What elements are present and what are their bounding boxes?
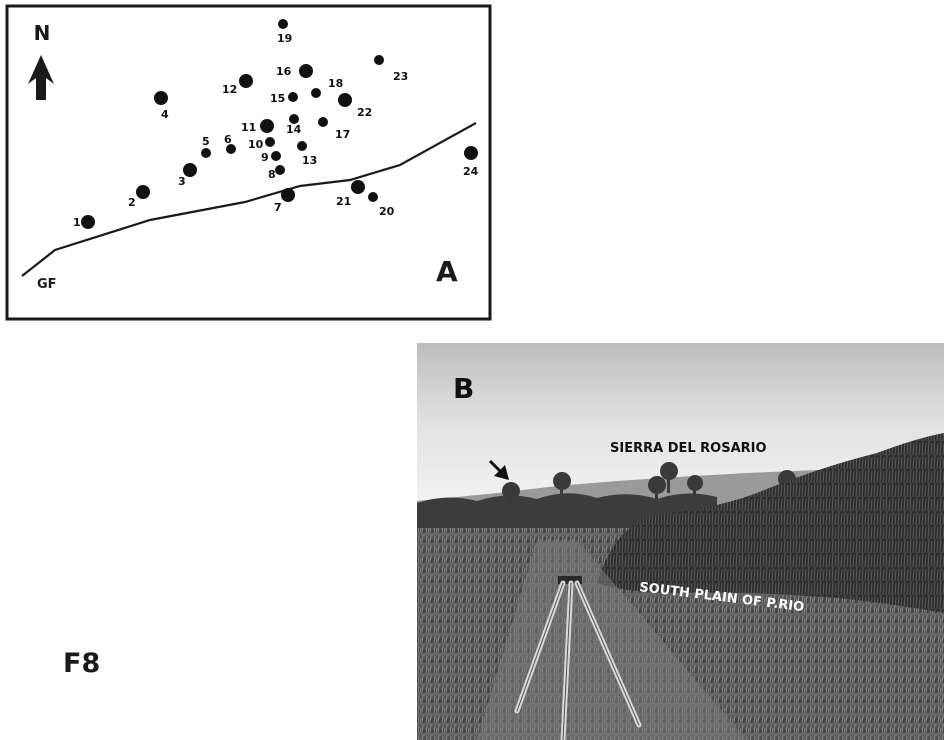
site-marker <box>183 163 197 177</box>
figure-label: F8 <box>63 648 101 679</box>
site-label: 12 <box>222 83 237 96</box>
site-marker <box>226 144 236 154</box>
mountain-label: SIERRA DEL ROSARIO <box>610 441 767 456</box>
site-marker <box>271 151 281 161</box>
site-label: 21 <box>336 195 351 208</box>
site-marker <box>136 185 150 199</box>
site-marker <box>81 215 95 229</box>
site-marker <box>299 64 313 78</box>
tripod <box>514 576 642 740</box>
site-label: 22 <box>357 106 372 119</box>
site-marker <box>239 74 253 88</box>
site-marker <box>281 188 295 202</box>
site-label: 23 <box>393 70 408 83</box>
site-label: 3 <box>178 175 186 188</box>
site-marker <box>351 180 365 194</box>
site-label: 17 <box>335 128 350 141</box>
site-marker <box>338 93 352 107</box>
field-photo-panel: B SIERRA DEL ROSARIO SOUTH PLAIN OF P.RI… <box>417 343 944 740</box>
site-label: 16 <box>276 65 292 78</box>
site-label: 7 <box>274 201 282 214</box>
site-label: 14 <box>286 123 302 136</box>
site-label: 15 <box>270 92 285 105</box>
map-frame <box>5 4 492 321</box>
site-marker <box>289 114 299 124</box>
site-marker <box>374 55 384 65</box>
site-marker <box>154 91 168 105</box>
north-label: N <box>34 21 51 45</box>
arrow-indicator-icon <box>488 459 509 480</box>
site-label: 18 <box>328 77 343 90</box>
site-label: 13 <box>302 154 317 167</box>
site-label: 10 <box>248 138 264 151</box>
panel-a-letter: A <box>436 255 458 288</box>
site-marker <box>464 146 478 160</box>
palm-trees <box>502 462 796 505</box>
fault-label: GF <box>37 277 57 292</box>
site-label: 2 <box>128 196 136 209</box>
site-label: 19 <box>277 32 292 45</box>
site-marker <box>311 88 321 98</box>
site-marker <box>297 141 307 151</box>
site-marker <box>201 148 211 158</box>
site-label: 20 <box>379 205 395 218</box>
site-marker <box>318 117 328 127</box>
site-marker <box>265 137 275 147</box>
site-label: 8 <box>268 168 276 181</box>
site-label: 9 <box>261 151 269 164</box>
site-label: 5 <box>202 135 210 148</box>
site-label: 6 <box>224 133 232 146</box>
site-marker <box>278 19 288 29</box>
site-label: 11 <box>241 121 256 134</box>
field-track <box>477 540 747 740</box>
site-marker <box>368 192 378 202</box>
reed-thicket <box>597 433 944 613</box>
panel-b-letter: B <box>453 372 474 405</box>
site-marker <box>275 165 285 175</box>
site-label: 24 <box>463 165 479 178</box>
site-label: 4 <box>161 108 169 121</box>
site-label: 1 <box>73 216 81 229</box>
fault-line <box>21 122 477 277</box>
north-arrow-icon <box>28 55 54 100</box>
site-marker <box>260 119 274 133</box>
site-marker <box>288 92 298 102</box>
